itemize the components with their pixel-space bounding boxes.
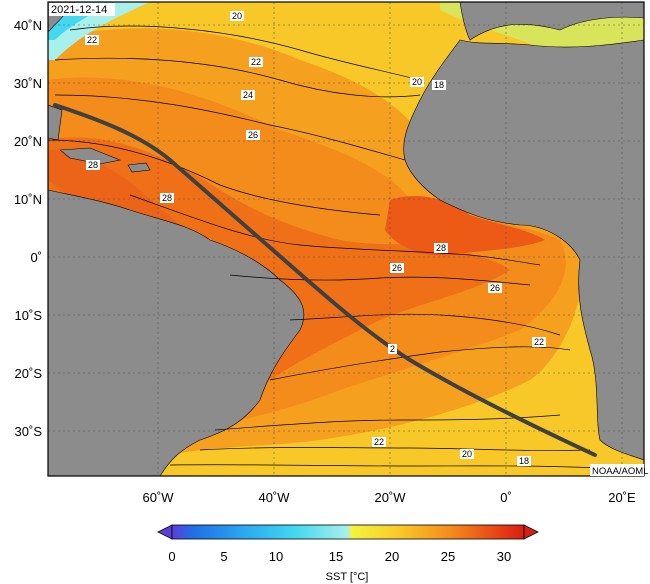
contour-label: 20 xyxy=(410,77,424,87)
land-africa xyxy=(403,39,644,461)
svg-text:22: 22 xyxy=(374,437,384,447)
contour-label: 24 xyxy=(241,90,255,100)
land-south-america xyxy=(48,189,305,476)
grid xyxy=(48,2,644,476)
lon-label: 60˚W xyxy=(142,490,174,505)
land-hispaniola xyxy=(127,162,151,173)
date-box xyxy=(49,3,115,16)
contour-label: 28 xyxy=(434,243,448,253)
colorbar-tick: 25 xyxy=(441,549,455,564)
colorbar: 0 5 10 15 20 25 30 SST [°C] xyxy=(157,524,539,583)
svg-text:26: 26 xyxy=(490,283,500,293)
colorbar-tick: 15 xyxy=(329,549,343,564)
contour-label: 26 xyxy=(390,263,404,273)
contour-label: 20 xyxy=(230,11,244,21)
svg-text:26: 26 xyxy=(392,263,402,273)
lat-label: 40˚N xyxy=(14,18,42,33)
contour-label: 18 xyxy=(517,456,531,466)
colorbar-tick: 30 xyxy=(497,549,511,564)
svg-text:18: 18 xyxy=(434,80,444,90)
contour-label: 22 xyxy=(249,57,263,67)
colorbar-bar xyxy=(171,524,525,540)
lat-label: 0˚ xyxy=(30,250,42,265)
svg-text:20: 20 xyxy=(412,77,422,87)
svg-text:22: 22 xyxy=(87,35,97,45)
lat-label: 20˚S xyxy=(15,366,43,381)
svg-text:26: 26 xyxy=(248,130,258,140)
contour-label: 2 xyxy=(388,344,397,354)
land-cuba xyxy=(59,147,122,165)
colorbar-label: SST [°C] xyxy=(326,571,369,583)
colorbar-tick: 5 xyxy=(220,549,227,564)
svg-text:28: 28 xyxy=(162,193,172,203)
lon-label: 20˚E xyxy=(608,490,636,505)
colorbar-min-arrow xyxy=(157,524,173,540)
svg-text:18: 18 xyxy=(519,456,529,466)
contour-label: 28 xyxy=(160,193,174,203)
svg-text:22: 22 xyxy=(534,337,544,347)
lon-label: 0˚ xyxy=(500,490,512,505)
date-label: 2021-12-14 xyxy=(51,4,107,16)
svg-text:22: 22 xyxy=(251,57,261,67)
contour-label: 28 xyxy=(86,160,100,170)
lat-label: 30˚N xyxy=(14,76,42,91)
contour-label: 26 xyxy=(488,283,502,293)
lon-label: 40˚W xyxy=(258,490,290,505)
svg-text:24: 24 xyxy=(243,90,253,100)
svg-text:20: 20 xyxy=(462,449,472,459)
sst-zone-caribbean xyxy=(48,150,180,227)
colorbar-max-arrow xyxy=(523,524,539,540)
latitude-labels: 40˚N 30˚N 20˚N 10˚N 0˚ 10˚S 20˚S 30˚S xyxy=(14,18,43,439)
contour-label: 22 xyxy=(85,35,99,45)
contour-label: 18 xyxy=(432,80,446,90)
svg-text:2: 2 xyxy=(390,344,395,354)
svg-text:28: 28 xyxy=(436,243,446,253)
colorbar-tick: 0 xyxy=(168,549,175,564)
sst-zone-hot-core xyxy=(385,195,545,256)
lat-label: 30˚S xyxy=(15,424,43,439)
longitude-labels: 60˚W 40˚W 20˚W 0˚ 20˚E xyxy=(142,490,636,505)
credit-label: NOAA/AOML xyxy=(592,466,649,477)
contour-label: 22 xyxy=(532,337,546,347)
svg-text:28: 28 xyxy=(88,160,98,170)
map-frame xyxy=(47,1,645,477)
colorbar-tick: 20 xyxy=(385,549,399,564)
contour-labels: 20 22 22 24 26 28 28 20 18 28 26 26 22 2… xyxy=(85,11,546,466)
ship-track xyxy=(53,103,597,457)
svg-text:20: 20 xyxy=(232,11,242,21)
contour-label: 26 xyxy=(246,130,260,140)
lat-label: 20˚N xyxy=(14,134,42,149)
lat-label: 10˚S xyxy=(15,308,43,323)
contour-label: 22 xyxy=(372,437,386,447)
map-area: 20 22 22 24 26 28 28 20 18 28 26 26 22 2… xyxy=(48,2,644,476)
credit-box xyxy=(590,464,644,476)
contour-label: 20 xyxy=(460,449,474,459)
colorbar-tick: 10 xyxy=(269,549,283,564)
contour-lines xyxy=(48,25,601,469)
lon-label: 20˚W xyxy=(374,490,406,505)
lat-label: 10˚N xyxy=(14,192,42,207)
